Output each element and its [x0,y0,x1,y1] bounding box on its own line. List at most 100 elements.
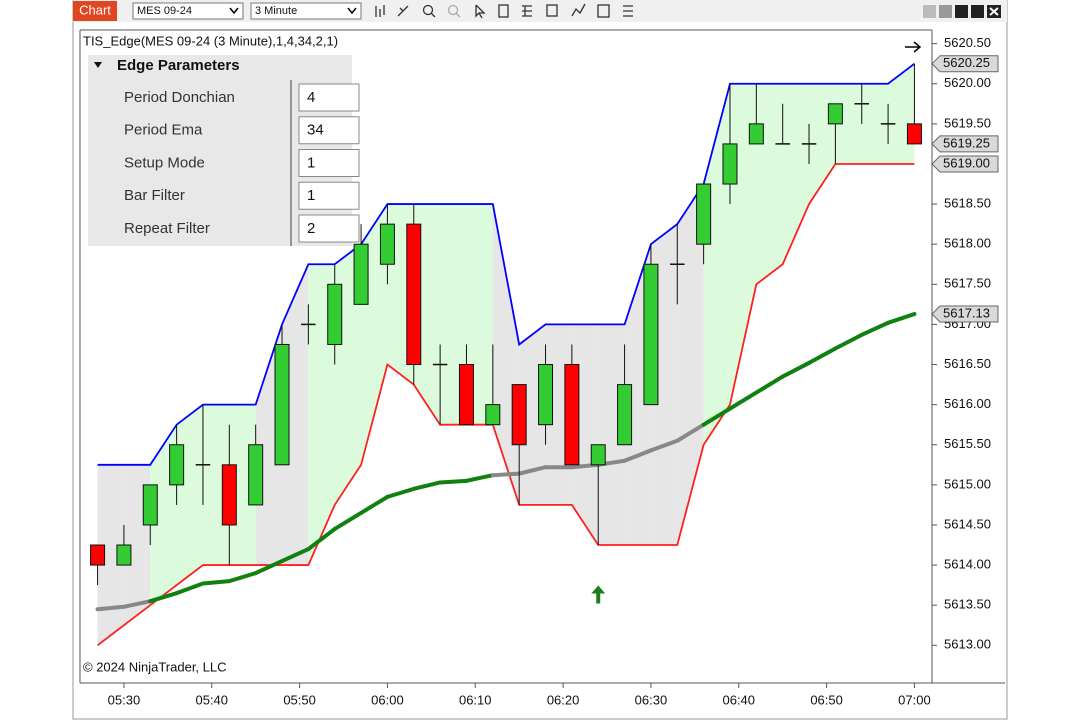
y-tick-label: 5620.50 [944,35,991,50]
x-tick-label: 06:30 [635,692,668,707]
chart-tab[interactable] [73,1,117,21]
param-input[interactable] [298,149,360,177]
candle-body [379,223,395,265]
indicator-title: TIS_Edge(MES 09-24 (3 Minute),1,4,34,2,1… [83,33,338,48]
param-input[interactable] [298,181,360,210]
price-marker-label: 5620.25 [943,55,990,70]
window-button[interactable] [955,5,968,18]
ema-segment [411,480,443,491]
price-marker [931,155,999,173]
y-tick-label: 5614.00 [944,557,991,572]
price-marker-label: 5619.25 [943,135,990,150]
x-tick-label: 06:50 [810,692,843,707]
close-icon[interactable] [989,7,999,16]
interval-label[interactable]: 3 Minute [255,5,297,17]
candle-body [142,484,158,526]
candle-body [248,444,264,506]
collapse-icon[interactable] [94,62,102,68]
x-tick-label: 06:00 [371,692,404,707]
channel-fill [97,464,124,646]
instrument-select[interactable] [132,2,244,20]
ema-segment [200,579,232,586]
candle-body [748,123,764,145]
param-label: Repeat Filter [124,220,210,237]
param-label: Period Ema [124,122,203,139]
candle-body [906,123,922,145]
param-value[interactable]: 1 [307,187,315,204]
ema-segment [227,571,258,584]
window-buttons[interactable] [923,5,1001,18]
channel-fill [756,83,783,285]
ema-segment [886,311,917,325]
copyright: © 2024 NinjaTrader, LLC [83,659,227,674]
toolbar-icons[interactable] [375,3,633,19]
param-value[interactable]: 34 [307,122,324,139]
window-button[interactable] [939,5,952,18]
ema-segment [332,510,364,531]
parameter-panel: Edge Parameters Period Donchian 4 Period E… [88,55,360,246]
ema-segment [727,390,759,411]
candle-body [221,464,237,526]
param-value[interactable]: 4 [307,89,315,106]
candle-body [458,364,474,426]
candle-body [432,363,448,366]
param-input[interactable] [298,116,360,145]
ema-segment [280,547,311,564]
param-value[interactable]: 2 [307,220,315,237]
ema-segment [517,465,548,476]
ema-segment [780,360,812,379]
x-tick-label: 06:10 [459,692,492,707]
price-marker [931,305,999,323]
candle-body [696,183,712,245]
candle-body [301,323,316,326]
channel-fill [598,324,625,546]
candle-body [169,444,185,486]
param-input[interactable] [298,83,360,112]
x-tick-label: 07:00 [898,692,931,707]
ema-segment [121,599,153,609]
channel-fill [677,184,704,546]
param-value[interactable]: 1 [307,154,315,171]
ema-segment [95,604,126,612]
price-marker [931,55,999,73]
tab-label[interactable]: Chart [79,2,111,17]
channel-upper [97,62,915,466]
instrument-label[interactable]: MES 09-24 [137,5,192,17]
ema-segment [859,320,891,337]
y-tick-label: 5619.50 [944,115,991,130]
channel-lower [97,163,915,647]
candle-body [880,123,896,125]
candle-body [90,544,106,566]
price-marker-label: 5617.13 [943,305,990,320]
candle-body [327,283,343,345]
y-tick-label: 5618.50 [944,196,991,211]
candle-body [854,103,869,105]
window-button[interactable] [971,5,984,18]
interval-select[interactable] [250,2,362,20]
candle-body [590,444,606,466]
y-tick-label: 5614.50 [944,516,991,531]
candle-body [722,143,738,185]
dropdown-arrow[interactable] [347,7,357,15]
x-tick-label: 05:40 [195,692,228,707]
signal-arrow [591,585,606,604]
window-button[interactable] [923,5,936,18]
ema-segment [622,448,653,463]
ema-segment [675,422,706,443]
ema-segment [464,473,495,483]
ema-segment [648,438,680,453]
candle-body [511,384,527,446]
ema-segment [385,486,416,499]
param-input[interactable] [298,214,360,243]
candle-body [116,544,132,566]
dropdown-arrow[interactable] [229,7,239,15]
candle-body [827,103,843,125]
y-tick-label: 5616.00 [944,396,991,411]
ema-segment [701,406,732,427]
scroll-arrow[interactable] [905,41,922,53]
y-tick-label: 5613.00 [944,637,991,652]
ema-segment [754,374,785,395]
param-label: Setup Mode [124,154,205,171]
panel-title: Edge Parameters [117,57,240,74]
